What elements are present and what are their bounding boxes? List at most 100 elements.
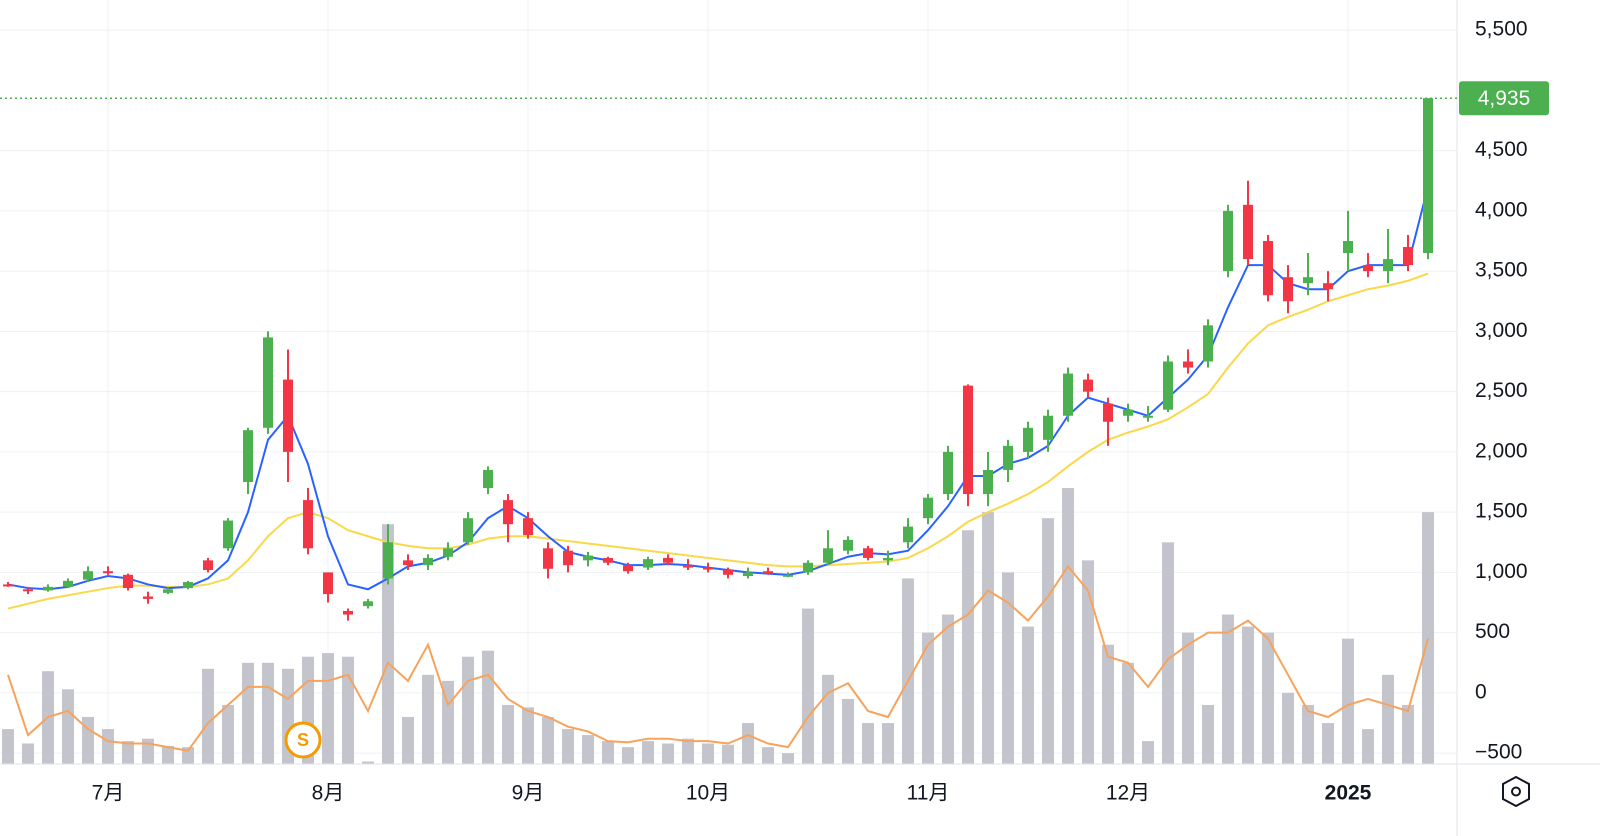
- volume-bar: [362, 761, 374, 764]
- volume-bar: [1202, 704, 1214, 764]
- last-price-box: [1459, 81, 1549, 116]
- candle-body: [1163, 361, 1173, 410]
- candle-body: [1283, 277, 1293, 302]
- candle-body: [343, 610, 353, 615]
- candle-body: [1063, 373, 1073, 416]
- volume-bar: [1282, 692, 1294, 764]
- candle-body: [323, 572, 333, 595]
- volume-bar: [1422, 512, 1434, 764]
- y-tick-label: 1,000: [1475, 560, 1528, 583]
- volume-bar: [962, 530, 974, 764]
- volume-bar: [1262, 632, 1274, 764]
- candle-body: [863, 548, 873, 558]
- candle-body: [23, 589, 33, 592]
- volume-bar: [62, 689, 74, 764]
- candle-body: [1183, 361, 1193, 368]
- event-marker-label: S: [297, 730, 309, 750]
- volume-bar: [1402, 704, 1414, 764]
- candle-body: [1403, 247, 1413, 266]
- candle-body: [1103, 403, 1113, 422]
- x-tick-label: 8月: [312, 782, 345, 805]
- candle-body: [803, 562, 813, 573]
- labels: 5,500 4,500 4,000 3,500 3,000 2,500 2,000 1,500…: [92, 18, 1528, 805]
- candle-body: [183, 582, 193, 589]
- settings-icon-dot[interactable]: [1511, 786, 1521, 797]
- volume-bar: [462, 656, 474, 764]
- volume-bar: [1342, 638, 1354, 764]
- x-tick-label: 7月: [92, 782, 125, 805]
- candle-body: [543, 548, 553, 569]
- candle-body: [303, 500, 313, 549]
- candle-body: [483, 469, 493, 489]
- volume-bar: [82, 717, 94, 764]
- volume-bar: [942, 614, 954, 764]
- volume-bar: [642, 741, 654, 764]
- candle-body: [43, 586, 53, 591]
- candle-body: [1043, 415, 1053, 440]
- candle-body: [1343, 241, 1353, 254]
- settings-button[interactable]: [1502, 775, 1530, 808]
- candle-body: [1363, 265, 1373, 272]
- candle-body: [763, 571, 773, 574]
- volume-bar: [742, 723, 754, 764]
- candle-body: [943, 451, 953, 495]
- volume-bar: [162, 745, 174, 764]
- volume-bar: [922, 632, 934, 764]
- indicator-line: [7, 272, 1429, 610]
- volume-bar: [1162, 542, 1174, 764]
- candle-body: [263, 337, 273, 428]
- lines: [7, 186, 1429, 752]
- volume-bar: [902, 578, 914, 764]
- candle-body: [523, 518, 533, 536]
- y-tick-label: 4,500: [1475, 138, 1528, 161]
- volume-bar: [2, 729, 14, 764]
- volume-bar: [1082, 560, 1094, 764]
- volume-bar: [622, 747, 634, 764]
- candle-body: [723, 569, 733, 575]
- candle-body: [563, 550, 573, 566]
- candle-body: [283, 379, 293, 452]
- settings-icon[interactable]: [1502, 775, 1530, 808]
- candle-body: [603, 557, 613, 563]
- volume-bar: [1182, 632, 1194, 764]
- volume-bar: [882, 723, 894, 764]
- x-tick-label: 12月: [1106, 782, 1150, 805]
- volume-bar: [402, 717, 414, 764]
- candle-body: [443, 548, 453, 557]
- volume-bar: [1002, 572, 1014, 764]
- volume-bar: [1242, 626, 1254, 764]
- candle-body: [1383, 259, 1393, 272]
- candle-body: [703, 567, 713, 570]
- y-tick-label: 0: [1475, 680, 1487, 703]
- candle-body: [1083, 379, 1093, 392]
- volume-bar: [782, 753, 794, 764]
- x-tick-label: 10月: [686, 782, 730, 805]
- candle-body: [223, 520, 233, 549]
- volume-bar: [122, 741, 134, 764]
- candle-body: [243, 430, 253, 483]
- y-tick-label: 2,500: [1475, 379, 1528, 402]
- volume-bar: [1142, 741, 1154, 764]
- volume-bar: [202, 668, 214, 764]
- volume-bar: [1222, 614, 1234, 764]
- candles: [3, 98, 1433, 621]
- volume-bar: [562, 729, 574, 764]
- event-marker: [284, 721, 322, 759]
- candle-body: [843, 539, 853, 551]
- candle-body: [123, 574, 133, 589]
- candle-body: [403, 560, 413, 566]
- volume-bar: [102, 729, 114, 764]
- candle-body: [463, 518, 473, 543]
- candle-body: [903, 526, 913, 543]
- candle-body: [923, 497, 933, 519]
- volume-bar: [582, 735, 594, 764]
- candle-body: [1303, 277, 1313, 284]
- volume-bar: [602, 741, 614, 764]
- x-tick-label: 2025: [1325, 782, 1372, 805]
- volume-bar: [542, 717, 554, 764]
- volume-bar: [262, 662, 274, 764]
- candle-body: [103, 571, 113, 574]
- candle-body: [383, 542, 393, 579]
